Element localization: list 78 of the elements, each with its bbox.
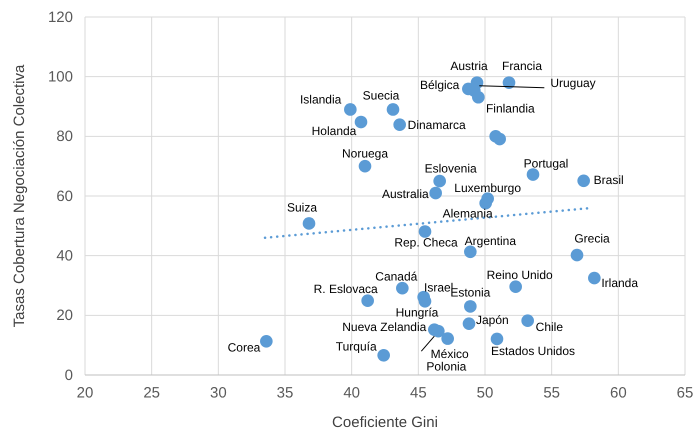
point [396, 282, 409, 294]
point [377, 349, 390, 362]
point [464, 300, 477, 313]
x-tick-label: 20 [76, 384, 94, 402]
annotation: Bélgica [420, 78, 460, 92]
annotation: Reino Unido [486, 268, 554, 282]
annotation: Argentina [464, 234, 516, 248]
y-tick-label: 20 [56, 307, 73, 324]
y-tick-label: 40 [56, 247, 73, 264]
point [441, 332, 454, 345]
point [429, 186, 442, 200]
point [462, 317, 476, 330]
annotation: Luxemburgo [454, 180, 522, 195]
annotation: Chile [536, 320, 564, 334]
point [493, 132, 506, 146]
point [521, 314, 534, 327]
x-tick-label: 35 [276, 384, 294, 402]
y-tick-label: 100 [48, 68, 73, 86]
point [490, 332, 504, 346]
point [393, 118, 406, 131]
annotation: Holanda [312, 124, 357, 138]
annotation: Corea [228, 340, 261, 354]
annotation: Estonia [450, 286, 491, 300]
annotation: Portugal [524, 156, 568, 171]
y-axis-title: Tasas Cobertura Negociación Colectiva [11, 64, 28, 328]
point [354, 116, 368, 128]
annotation: México [430, 346, 469, 361]
x-tick-label: 50 [476, 384, 494, 402]
annotation: Grecia [574, 231, 610, 246]
annotation: Suiza [286, 200, 318, 215]
annotation: Turquía [336, 340, 377, 354]
x-axis-title: Coeficiente Gini [332, 414, 438, 431]
point [361, 294, 374, 308]
annotation: Brasil [594, 172, 624, 187]
annotation: Estados Unidos [490, 344, 576, 358]
y-tick-label: 80 [56, 128, 73, 146]
annotation: Eslovenia [424, 161, 478, 176]
annotation: Noruega [342, 146, 388, 160]
annotation: Finlandia [486, 101, 536, 116]
point [302, 217, 316, 230]
point [472, 90, 485, 104]
annotation: Islandia [300, 92, 342, 107]
point [588, 272, 601, 284]
annotation: Dinamarca [408, 118, 466, 132]
point [509, 280, 522, 293]
x-tick-label: 40 [343, 384, 360, 402]
annotation: Japón [476, 312, 509, 327]
annotation: R. Eslovaca [314, 282, 378, 296]
x-tick-label: 65 [676, 384, 694, 402]
point [418, 225, 432, 238]
annotation: Polonia [426, 359, 467, 374]
annotation: Nueva Zelandia [342, 320, 427, 334]
point [260, 334, 273, 348]
annotation: Australia [382, 187, 429, 202]
x-tick-label: 25 [143, 384, 160, 402]
point [386, 103, 400, 116]
point [570, 248, 584, 262]
y-tick-label: 120 [48, 8, 73, 26]
point [358, 160, 372, 172]
annotation: Alemania [442, 206, 494, 220]
annotation: Austria [450, 58, 488, 73]
annotation: Francia [502, 58, 542, 73]
annotation: Rep. Checa [394, 236, 458, 250]
x-tick-label: 60 [610, 384, 627, 402]
point [502, 76, 516, 89]
annotation: Irlanda [601, 276, 638, 290]
annotation: Suecia [362, 88, 400, 103]
x-tick-label: 45 [410, 384, 427, 402]
annotation: Uruguay [550, 76, 596, 90]
y-tick-label: 60 [56, 188, 73, 205]
annotation: Canadá [375, 269, 418, 284]
x-tick-label: 30 [210, 384, 227, 402]
point [344, 103, 357, 116]
x-tick-label: 55 [543, 384, 560, 402]
point [433, 174, 446, 188]
annotation: Hungría [396, 306, 439, 320]
point [577, 174, 590, 188]
y-tick-label: 0 [64, 366, 73, 384]
